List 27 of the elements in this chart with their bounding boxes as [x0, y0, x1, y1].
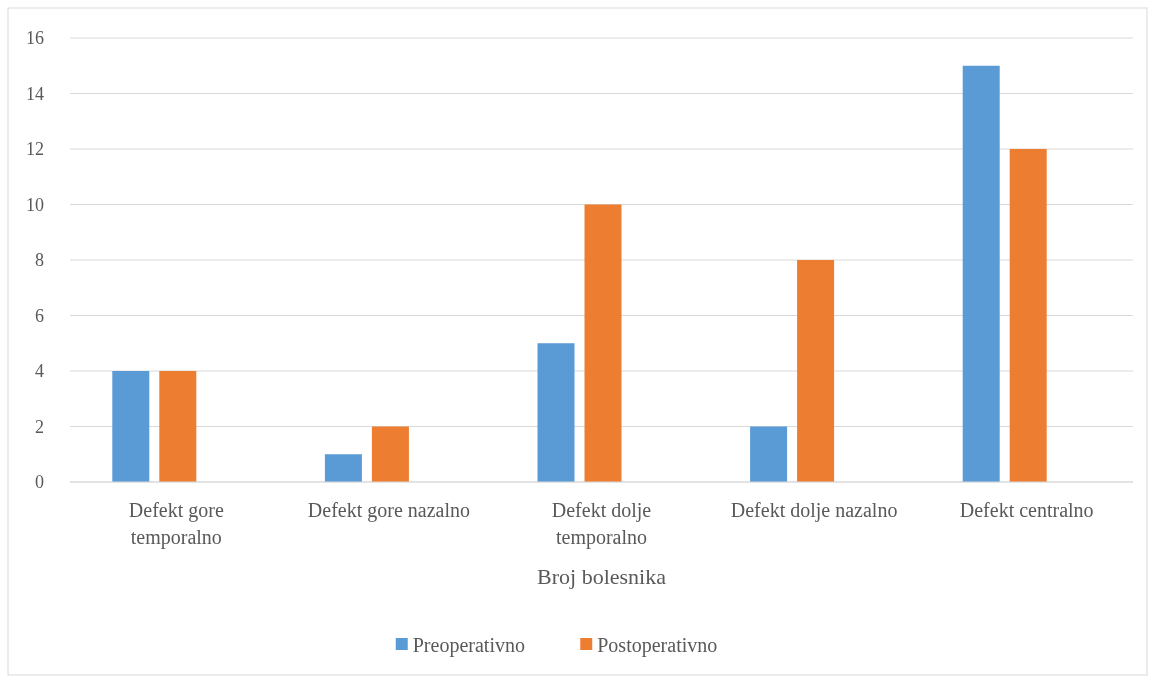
x-tick-label: Defekt dolje nazalno: [730, 499, 898, 522]
y-tick-label: 12: [26, 139, 44, 160]
y-tick-label: 2: [35, 416, 44, 437]
x-axis-title: Broj bolesnika: [537, 564, 667, 589]
x-tick-label: Defekt gore temporalno: [128, 499, 224, 549]
x-tick-label: Defekt dolje temporalno: [551, 499, 652, 549]
bar: [537, 343, 575, 482]
bar: [962, 65, 1000, 482]
y-tick-label: 16: [26, 28, 44, 49]
bar: [1009, 149, 1047, 482]
bar: [750, 426, 788, 482]
y-tick-label: 6: [35, 305, 44, 326]
y-tick-label: 10: [26, 194, 44, 215]
x-tick-label: Defekt centralno: [959, 499, 1094, 521]
legend-label: Postoperativno: [597, 634, 718, 657]
y-tick-label: 14: [26, 83, 44, 104]
x-tick-label: Defekt gore nazalno: [307, 499, 470, 522]
bar: [112, 371, 150, 482]
bar: [324, 454, 362, 482]
legend-label: Preoperativno: [412, 634, 525, 657]
y-tick-label: 0: [35, 472, 44, 493]
bar: [159, 371, 197, 482]
bar: [797, 260, 835, 482]
bar: [584, 204, 622, 482]
y-tick-label: 8: [35, 250, 44, 271]
bar: [371, 426, 409, 482]
y-tick-label: 4: [35, 361, 44, 382]
